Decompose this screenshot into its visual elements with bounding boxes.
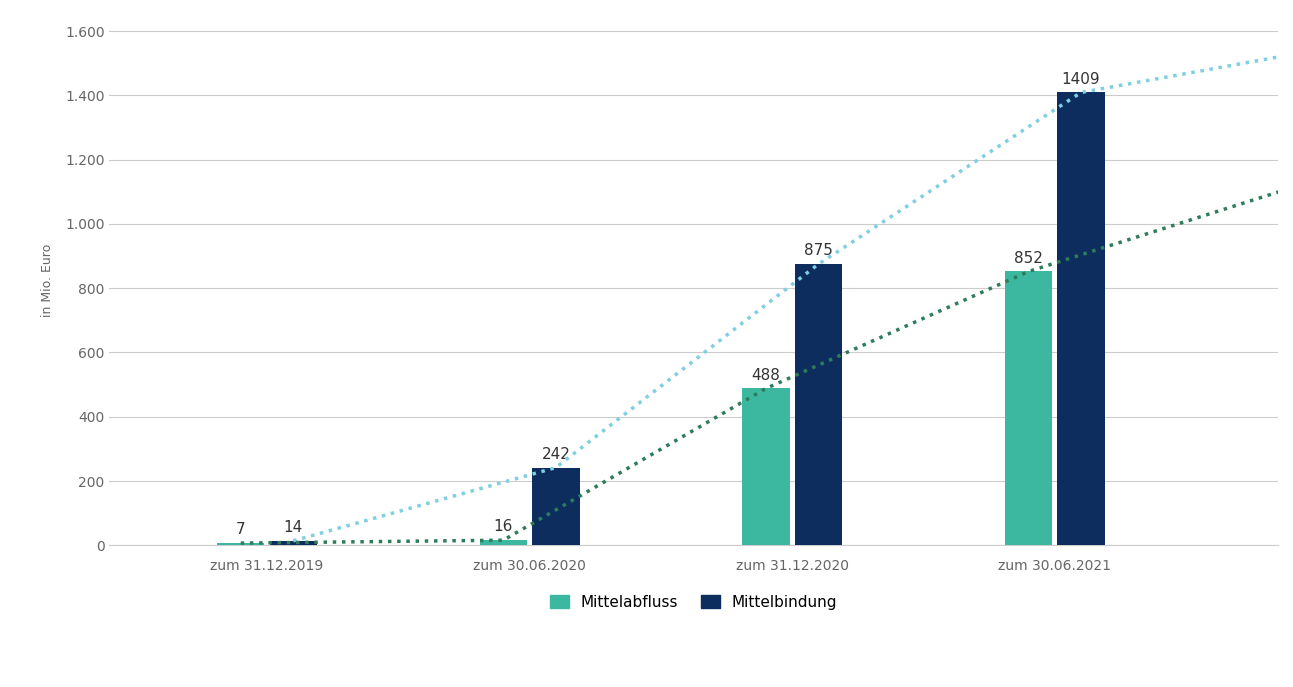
Text: 16: 16: [494, 519, 513, 534]
Bar: [742, 388, 790, 545]
Bar: [217, 543, 264, 545]
Text: 242: 242: [542, 447, 570, 462]
Bar: [1005, 271, 1053, 545]
Text: 875: 875: [804, 243, 833, 258]
Bar: [533, 468, 579, 545]
Text: 488: 488: [751, 368, 781, 383]
Bar: [270, 541, 317, 545]
Bar: [795, 264, 842, 545]
Bar: [480, 540, 528, 545]
Text: 1409: 1409: [1062, 71, 1100, 87]
Legend: Mittelabfluss, Mittelbindung: Mittelabfluss, Mittelbindung: [543, 587, 844, 617]
Text: 852: 852: [1014, 251, 1043, 266]
Bar: [1058, 93, 1104, 545]
Text: 14: 14: [283, 520, 303, 535]
Y-axis label: in Mio. Euro: in Mio. Euro: [41, 243, 54, 317]
Text: 7: 7: [235, 522, 246, 537]
